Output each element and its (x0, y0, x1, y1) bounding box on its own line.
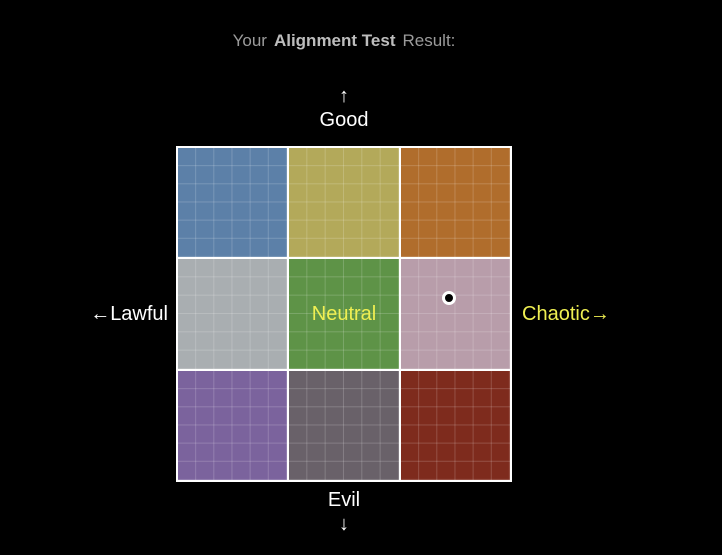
title-suffix: Result: (402, 31, 456, 50)
cell-chaotic-neutral (400, 259, 510, 369)
alignment-grid: Neutral (176, 146, 512, 482)
axis-good-label: Good (319, 109, 369, 131)
cell-chaotic-good (400, 148, 510, 258)
axis-chaotic: Chaotic→ (522, 302, 610, 326)
axis-evil: Evil ↓ (0, 488, 688, 536)
result-marker-dot (441, 290, 456, 305)
cell-lawful-evil (178, 370, 288, 480)
neutral-cell-label: Neutral (311, 302, 377, 325)
axis-lawful: ←Lawful (0, 302, 168, 326)
down-arrow-icon: ↓ (339, 513, 349, 535)
cell-neutral-evil (289, 370, 399, 480)
cell-lawful-neutral (178, 259, 288, 369)
cell-lawful-good (178, 148, 288, 258)
up-arrow-icon: ↑ (339, 85, 349, 107)
axis-evil-label: Evil (327, 489, 361, 511)
axis-lawful-label: ←Lawful (90, 303, 168, 325)
cell-true-neutral: Neutral (289, 259, 399, 369)
cell-neutral-good (289, 148, 399, 258)
page-title: Your Alignment Test Result: (0, 30, 688, 51)
axis-chaotic-label: Chaotic→ (522, 303, 610, 325)
title-test-name: Alignment Test (273, 31, 396, 50)
axis-good: ↑ Good (0, 84, 688, 132)
cell-chaotic-evil (400, 370, 510, 480)
title-prefix: Your (232, 31, 267, 50)
